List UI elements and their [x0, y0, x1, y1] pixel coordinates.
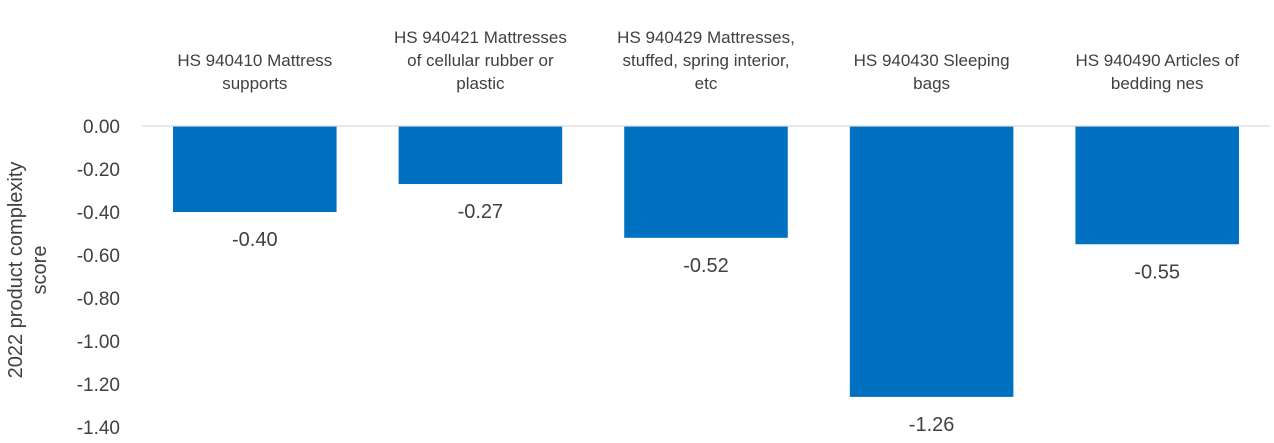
y-axis-ticks: 0.00 -0.20 -0.40 -0.60 -0.80 -1.00 -1.20 -1.40	[77, 117, 120, 439]
bars	[173, 126, 1239, 397]
bar	[624, 126, 788, 238]
y-tick-label: -1.00	[77, 332, 120, 353]
y-tick-label: -1.40	[77, 418, 120, 439]
bar	[173, 126, 337, 212]
y-axis-label: 2022 product complexity score	[5, 162, 51, 379]
y-tick-label: -1.20	[77, 375, 120, 396]
category-label: HS 940421 Mattresses of cellular rubber o…	[394, 28, 567, 93]
bar	[1075, 126, 1239, 245]
category-labels: HS 940410 Mattress supports HS 940421 Matt…	[177, 28, 1239, 93]
category-label: HS 940490 Articles of bedding nes	[1075, 51, 1239, 93]
data-label: -0.55	[1134, 261, 1180, 283]
data-label: -1.26	[909, 414, 955, 436]
y-tick-label: -0.20	[77, 160, 120, 181]
data-label: -0.27	[458, 201, 504, 223]
category-label: HS 940430 Sleeping bags	[854, 51, 1010, 93]
category-label: HS 940410 Mattress supports	[177, 51, 332, 93]
y-tick-label: -0.60	[77, 246, 120, 267]
category-label: HS 940429 Mattresses, stuffed, spring int…	[617, 28, 795, 93]
data-label: -0.52	[683, 255, 729, 277]
bar	[849, 126, 1014, 397]
y-tick-label: 0.00	[83, 117, 120, 138]
y-tick-label: -0.40	[77, 203, 120, 224]
data-labels: -0.40 -0.27 -0.52 -1.26 -0.55	[232, 201, 1180, 436]
bar	[398, 126, 563, 185]
data-label: -0.40	[232, 229, 278, 251]
y-tick-label: -0.80	[77, 289, 120, 310]
